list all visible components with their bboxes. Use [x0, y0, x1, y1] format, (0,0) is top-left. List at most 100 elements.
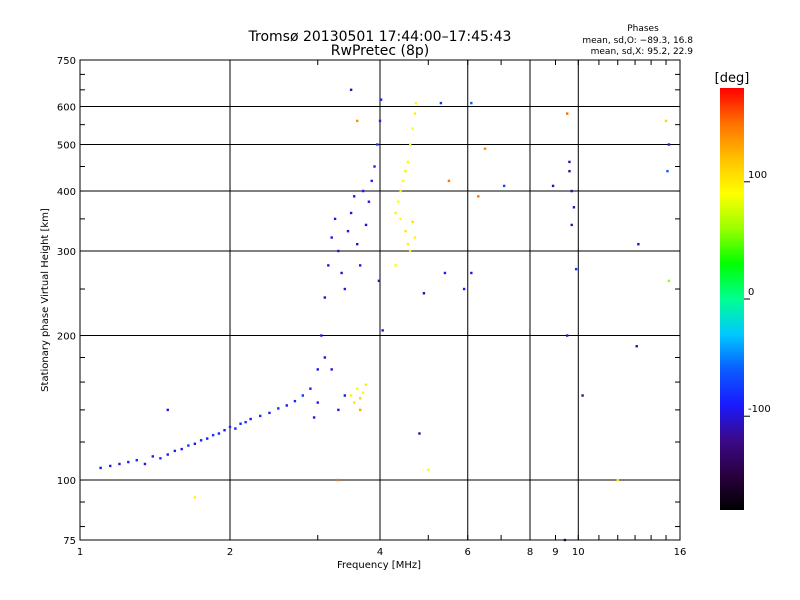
x-axis-label: Frequency [MHz] — [337, 560, 421, 571]
data-point-O — [333, 217, 337, 221]
data-point-O — [330, 236, 333, 239]
data-point-other — [568, 169, 571, 173]
data-point-O — [173, 449, 177, 453]
data-point-O — [376, 143, 379, 146]
x-tick-label: 1 — [77, 547, 83, 558]
data-point-X — [411, 220, 414, 224]
data-point-other — [349, 88, 353, 92]
data-point-O — [159, 457, 162, 460]
data-point-O — [378, 119, 382, 123]
data-point-O — [316, 401, 319, 404]
data-point-O — [234, 427, 237, 430]
data-point-O — [109, 464, 112, 468]
y-tick-label: 500 — [57, 141, 76, 152]
chart-title: Tromsø 20130501 17:44:00–17:45:43 — [248, 29, 512, 45]
data-point-other — [439, 101, 443, 105]
data-point-other — [666, 169, 669, 173]
data-point-O — [337, 249, 340, 253]
data-point-O — [343, 287, 347, 291]
data-point-X — [406, 242, 410, 246]
data-point-O — [309, 387, 312, 390]
data-point-O — [355, 242, 359, 246]
colorbar-ticks: -100 0 100 — [744, 170, 771, 417]
data-point-X — [364, 383, 368, 386]
data-point-other — [443, 271, 447, 275]
data-point-X — [411, 127, 414, 130]
y-axis-ticks: 75 100 200 300 400 500 600 750 — [57, 56, 680, 547]
x-tick-label: 2 — [227, 547, 233, 558]
data-point-O — [228, 425, 232, 429]
data-point-X — [409, 249, 412, 253]
x-axis-ticks: 1 2 4 6 8 9 10 16 — [77, 60, 687, 558]
data-point-X — [404, 229, 407, 233]
data-point-O — [330, 368, 333, 371]
data-point-X — [355, 119, 359, 123]
data-point-O — [151, 455, 155, 458]
data-point-X — [399, 189, 402, 193]
data-point-X — [477, 195, 480, 198]
colorbar-label: [deg] — [715, 71, 750, 86]
data-point-O — [346, 229, 350, 233]
data-point-X — [399, 217, 402, 221]
data-point-other — [574, 267, 578, 271]
data-point-other — [572, 206, 576, 209]
colorbar-tick-label: -100 — [748, 404, 771, 415]
data-point-other — [551, 184, 555, 188]
data-point-O — [352, 195, 356, 198]
phase-stats-o: mean, sd,O: −89.3, 16.8 — [582, 36, 693, 46]
data-point-O — [349, 211, 353, 215]
data-point-X — [401, 179, 405, 183]
data-point-O — [377, 279, 381, 283]
data-point-X — [358, 397, 362, 400]
data-point-O — [127, 460, 130, 464]
data-point-other — [166, 408, 169, 412]
data-point-O — [199, 439, 203, 442]
data-point-O — [364, 223, 368, 227]
data-point-X — [349, 394, 353, 397]
data-point-O — [277, 407, 280, 410]
data-point-X — [447, 179, 451, 183]
data-point-O — [337, 408, 340, 412]
y-axis-label: Stationary phase Virtual Height [km] — [40, 208, 51, 392]
data-point-X — [409, 143, 412, 146]
data-point-X — [406, 160, 410, 164]
data-point-other — [422, 292, 426, 295]
y-tick-label: 750 — [57, 56, 76, 67]
data-point-X — [565, 112, 569, 115]
data-point-O — [367, 200, 371, 203]
data-point-other — [470, 271, 473, 275]
data-point-O — [187, 444, 190, 447]
data-point-other — [462, 287, 466, 291]
data-point-O — [312, 416, 316, 419]
data-point-O — [211, 433, 215, 437]
data-point-O — [323, 356, 327, 359]
phase-stats-heading: Phases — [627, 24, 659, 34]
data-point-X — [427, 468, 430, 472]
phase-stats-x: mean, sd,X: 95.2, 22.9 — [591, 47, 694, 57]
x-tick-label: 6 — [465, 547, 471, 558]
data-point-O — [244, 420, 247, 424]
data-point-O — [293, 399, 297, 403]
data-point-X — [616, 478, 619, 482]
data-point-O — [217, 432, 221, 435]
data-point-X — [352, 401, 356, 404]
colorbar-tick-label: 0 — [748, 287, 754, 298]
data-point-O — [239, 422, 242, 425]
chart-subtitle: RwPretec (8p) — [331, 43, 429, 59]
data-point-O — [320, 334, 323, 337]
data-point-O — [249, 417, 252, 421]
data-point-X — [413, 112, 417, 115]
data-point-other — [565, 334, 569, 337]
data-point-O — [381, 329, 384, 332]
y-tick-label: 75 — [63, 536, 76, 547]
data-point-O — [223, 429, 226, 432]
data-point-O — [180, 447, 183, 451]
y-tick-label: 300 — [57, 247, 76, 258]
data-point-X — [355, 387, 359, 390]
x-tick-label: 9 — [552, 547, 558, 558]
x-tick-label: 16 — [674, 547, 687, 558]
data-point-O — [118, 462, 121, 466]
data-point-other — [568, 160, 571, 164]
data-point-X — [396, 200, 400, 203]
